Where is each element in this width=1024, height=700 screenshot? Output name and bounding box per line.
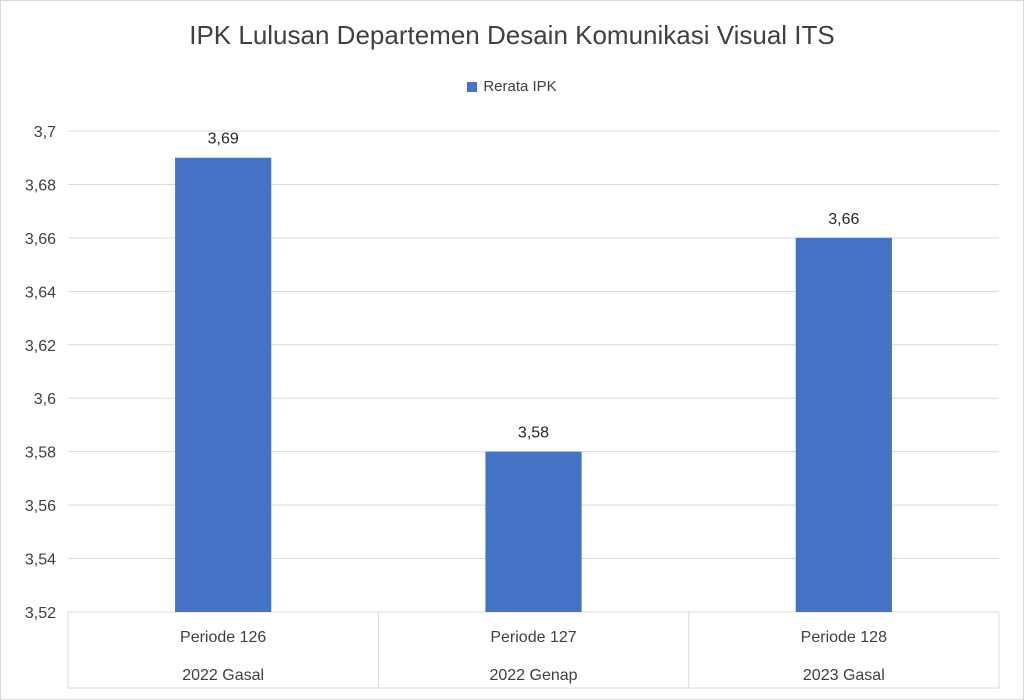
chart-title: IPK Lulusan Departemen Desain Komunikasi… — [189, 20, 835, 50]
category-label: Periode 128 — [801, 629, 887, 646]
bar — [795, 237, 892, 612]
category-sublabel: 2022 Genap — [489, 667, 577, 684]
y-tick-label: 3,6 — [34, 391, 56, 408]
data-label: 3,66 — [828, 211, 859, 228]
y-tick-label: 3,52 — [25, 605, 56, 622]
category-sublabel: 2023 Gasal — [803, 667, 885, 684]
y-tick-label: 3,64 — [25, 284, 56, 301]
y-tick-label: 3,66 — [25, 231, 56, 248]
category-label: Periode 127 — [490, 629, 576, 646]
category-label: Periode 126 — [180, 629, 266, 646]
data-label: 3,69 — [208, 131, 239, 148]
legend-label: Rerata IPK — [483, 78, 557, 95]
y-tick-label: 3,54 — [25, 552, 56, 569]
y-tick-label: 3,56 — [25, 498, 56, 515]
y-tick-label: 3,7 — [34, 124, 56, 141]
category-sublabel: 2022 Gasal — [182, 667, 264, 684]
y-tick-label: 3,62 — [25, 338, 56, 355]
bar — [175, 157, 272, 612]
y-tick-label: 3,68 — [25, 177, 56, 194]
bar — [485, 451, 582, 612]
data-label: 3,58 — [518, 425, 549, 442]
legend: Rerata IPK — [0, 78, 1024, 95]
legend-swatch — [467, 81, 478, 92]
y-tick-label: 3,58 — [25, 445, 56, 462]
